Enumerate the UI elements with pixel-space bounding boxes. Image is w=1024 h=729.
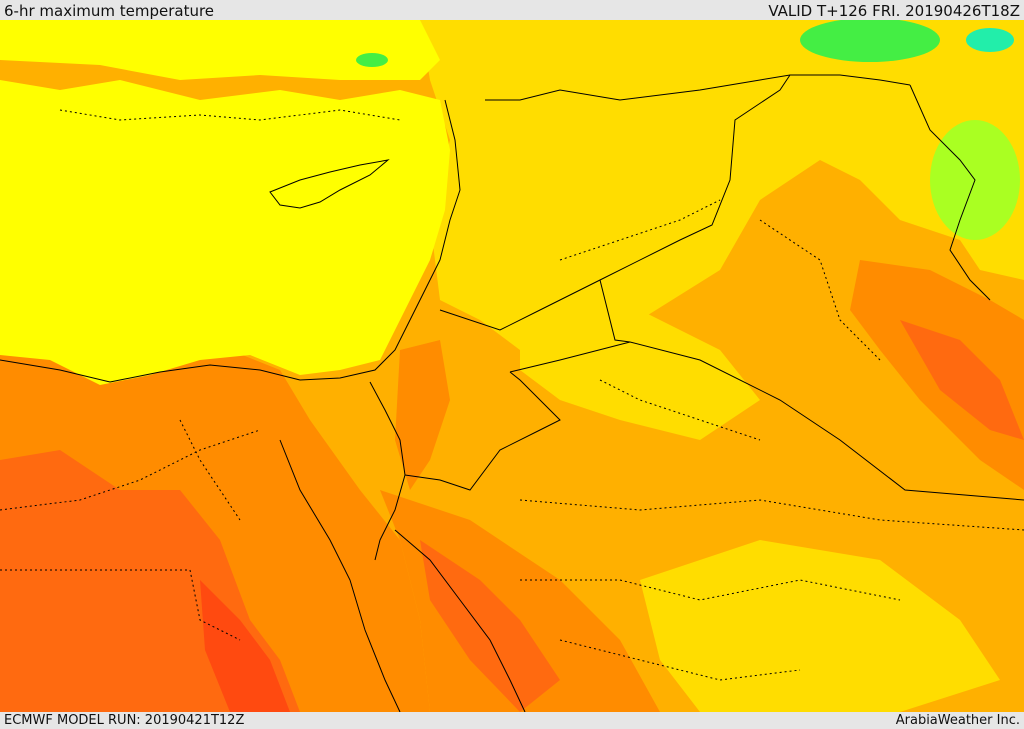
cold-spot-caucasus xyxy=(800,20,940,62)
hot-core-hejaz xyxy=(420,540,560,712)
country-boundaries xyxy=(0,74,1024,712)
cold-spot-zagros xyxy=(966,28,1014,52)
cold-spot-turkey xyxy=(356,53,388,67)
gold-field-north xyxy=(420,20,1024,350)
gold-field-desert xyxy=(520,310,760,440)
valid-time-label: VALID T+126 FRI. 20190426T18Z xyxy=(768,2,1020,20)
hot-core-iraq xyxy=(900,320,1024,440)
map-canvas xyxy=(0,20,1024,712)
map-footer: ECMWF MODEL RUN: 20190421T12Z ArabiaWeat… xyxy=(0,712,1024,729)
map-header: 6-hr maximum temperature VALID T+126 FRI… xyxy=(0,0,1024,20)
credit-label: ArabiaWeather Inc. xyxy=(895,713,1020,728)
turkey-strip xyxy=(0,20,440,80)
cyprus-outline xyxy=(269,159,390,209)
hot-core-red xyxy=(200,580,290,712)
orange-field-hejaz xyxy=(380,490,660,712)
mediterranean-sea xyxy=(0,80,450,385)
orange-field-jordan-valley xyxy=(395,340,450,490)
model-run-label: ECMWF MODEL RUN: 20190421T12Z xyxy=(4,713,245,728)
gold-field-south xyxy=(640,540,1000,712)
temperature-map[interactable] xyxy=(0,20,1024,712)
province-boundaries xyxy=(0,109,1024,681)
product-title: 6-hr maximum temperature xyxy=(4,2,215,20)
